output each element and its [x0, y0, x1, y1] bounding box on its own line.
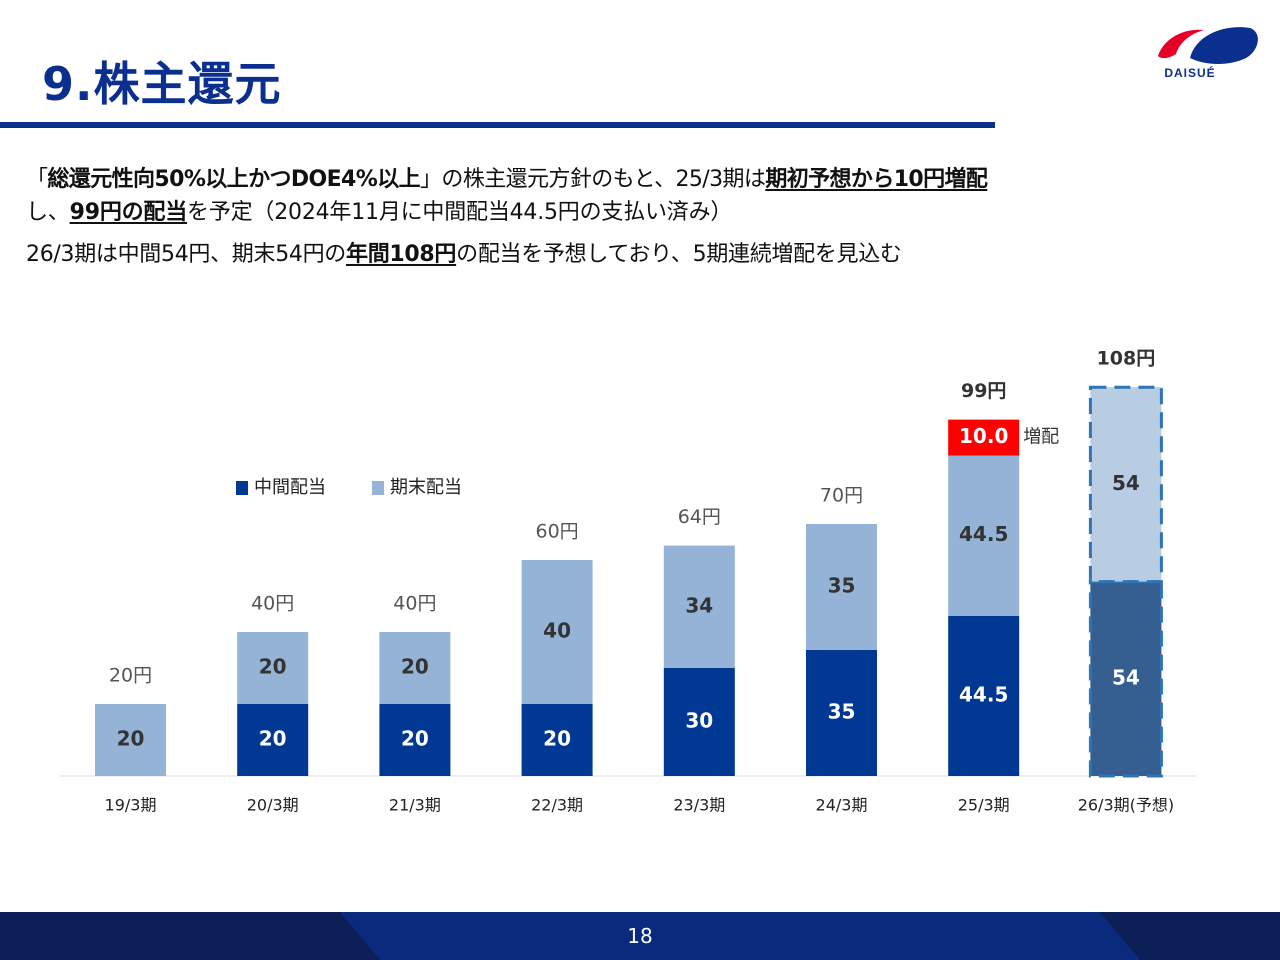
category-label-6: 25/3期	[958, 796, 1010, 815]
message-line-2-post: を予定（2024年11月に中間配当44.5円の支払い済み）	[187, 200, 733, 225]
data-label-year-end-1: 20	[259, 655, 287, 679]
bar-interim-6	[948, 615, 1020, 776]
category-label-2: 21/3期	[389, 796, 441, 815]
page-title: 9.株主還元	[42, 57, 282, 111]
data-label-interim-3: 20	[543, 727, 571, 751]
category-label-7: 26/3期(予想)	[1078, 796, 1174, 815]
data-label-year-end-2: 20	[401, 655, 429, 679]
bar-year-end-forecast-outline	[1088, 385, 1163, 584]
total-label-6: 99円	[961, 380, 1006, 402]
bar-year-end-7	[1090, 387, 1162, 582]
total-label-5: 70円	[820, 485, 863, 507]
increase-highlight: 期初予想から10円増配	[765, 167, 988, 192]
data-label-year-end-6: 44.5	[959, 522, 1008, 546]
data-label-year-end-5: 35	[828, 574, 856, 598]
bar-interim-2	[379, 704, 451, 776]
footer-shade-left	[0, 912, 381, 960]
message-line-3-post: の配当を予想しており、5期連続増配を見込む	[456, 242, 902, 267]
increase-annotation: 増配	[1023, 427, 1059, 448]
data-label-interim-2: 20	[401, 727, 429, 751]
data-label-interim-6: 44.5	[959, 682, 1008, 706]
annual-108-highlight: 年間108円	[346, 242, 457, 267]
logo-text: DAISUÉ	[1164, 66, 1216, 80]
category-label-3: 22/3期	[531, 796, 583, 815]
bar-interim-7	[1090, 581, 1162, 776]
title-divider	[0, 122, 995, 128]
dividend-chart: 20 20円 19/3期 20 20 40円 20/3期 20 20 40円 21/3期 20 40 60…	[60, 348, 1196, 815]
total-label-1: 40円	[251, 593, 294, 615]
data-label-year-end-7: 54	[1112, 471, 1140, 495]
bar-interim-4	[663, 668, 735, 776]
company-logo	[1158, 27, 1258, 64]
bar-year-end-5	[806, 524, 877, 650]
bar-interim-5	[806, 650, 877, 776]
total-label-2: 40円	[393, 593, 436, 615]
message-line-1-mid: の株主還元方針のもと、25/3期は	[441, 167, 766, 192]
data-label-year-end-3: 40	[543, 619, 571, 643]
legend-label-year-end: 期末配当	[390, 477, 462, 498]
legend-label-interim: 中間配当	[254, 477, 326, 498]
data-label-interim-7: 54	[1112, 665, 1140, 689]
footer-shade-right	[1099, 912, 1280, 960]
bar-year-end-1	[237, 632, 309, 704]
bar-year-end-2	[379, 632, 451, 704]
message-line-3: 26/3期は中間54円、期末54円の年間108円の配当を予想しており、5期連続増…	[26, 240, 902, 270]
quote-close: 」	[420, 167, 442, 192]
message-line-1: 「総還元性向50%以上かつDOE4%以上」の株主還元方針のもと、25/3期は期初…	[26, 165, 988, 195]
data-label-interim-1: 20	[259, 727, 287, 751]
bar-year-end-4	[663, 545, 735, 668]
data-label-interim-5: 35	[828, 700, 856, 724]
total-label-7: 108円	[1097, 348, 1156, 370]
legend-swatch-interim	[236, 481, 248, 495]
bar-increase-6	[948, 419, 1020, 456]
page-number: 18	[627, 924, 653, 948]
footer-bar: 18	[0, 912, 1280, 960]
message-line-2-pre: し、	[26, 200, 70, 225]
dividend-99-highlight: 99円の配当	[69, 200, 188, 225]
bar-year-end-6	[948, 455, 1020, 616]
data-label-year-end-4: 34	[685, 593, 713, 617]
category-label-5: 24/3期	[816, 796, 868, 815]
bar-year-end-0	[95, 704, 166, 776]
total-label-3: 60円	[536, 521, 579, 543]
policy-text: 総還元性向50%以上かつDOE4%以上	[47, 167, 421, 192]
message-line-3-pre: 26/3期は中間54円、期末54円の	[26, 242, 346, 267]
legend-swatch-year-end	[372, 481, 384, 495]
message-line-2: し、99円の配当を予定（2024年11月に中間配当44.5円の支払い済み）	[26, 198, 732, 228]
bar-interim-1	[237, 704, 309, 776]
total-label-0: 20円	[109, 665, 152, 687]
category-label-4: 23/3期	[673, 796, 725, 815]
data-label-year-end-0: 20	[117, 727, 145, 751]
bar-year-end-3	[521, 560, 593, 704]
category-label-0: 19/3期	[105, 796, 157, 815]
bar-interim-3	[521, 704, 593, 776]
quote-open: 「	[26, 167, 48, 192]
total-label-4: 64円	[678, 506, 721, 528]
data-label-interim-4: 30	[685, 709, 713, 733]
data-label-increase-6: 10.0	[959, 424, 1008, 448]
category-label-1: 20/3期	[247, 796, 299, 815]
